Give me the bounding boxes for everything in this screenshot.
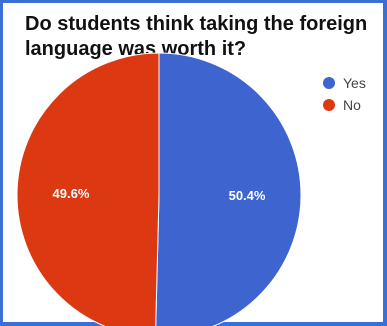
- pie-slices: [16, 52, 302, 326]
- chart-title: Do students think taking the foreign lan…: [25, 13, 368, 60]
- pie-slice-no[interactable]: [16, 52, 160, 326]
- legend-label-yes: Yes: [343, 74, 366, 91]
- pie-slice-yes[interactable]: [155, 52, 302, 326]
- legend-swatch-yes: [323, 76, 335, 89]
- pie-labels: 50.4% 49.6%: [53, 186, 266, 203]
- legend: Yes No: [323, 73, 366, 117]
- slice-label-no: 49.6%: [53, 186, 90, 201]
- legend-item-no[interactable]: No: [323, 95, 366, 114]
- legend-label-no: No: [343, 96, 361, 113]
- legend-item-yes[interactable]: Yes: [323, 73, 366, 92]
- slice-label-yes: 50.4%: [229, 188, 266, 203]
- legend-swatch-no: [323, 98, 335, 111]
